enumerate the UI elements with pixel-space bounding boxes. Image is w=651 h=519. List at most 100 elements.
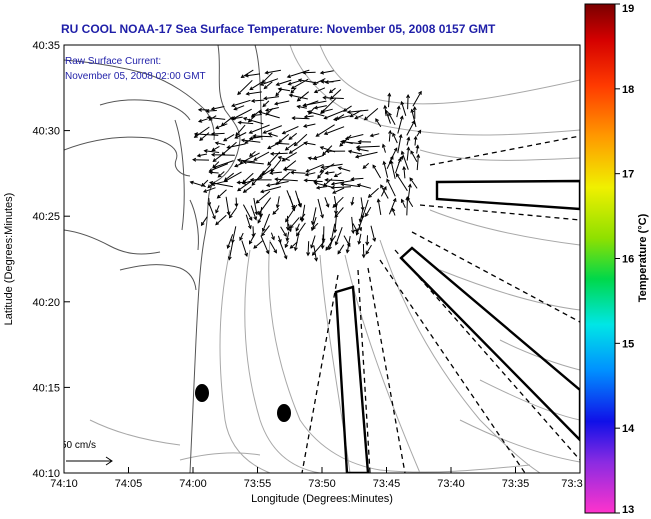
current-vector	[291, 171, 306, 174]
current-vector	[208, 197, 210, 206]
current-vector	[261, 225, 270, 236]
current-vector-head	[333, 173, 338, 177]
current-vector	[397, 116, 403, 134]
current-vector	[296, 222, 306, 236]
current-vector	[410, 150, 418, 163]
current-vector-head	[382, 160, 387, 165]
current-vector-head	[288, 93, 293, 98]
current-vector-head	[413, 135, 418, 140]
current-vector	[409, 177, 418, 189]
current-vector-head	[287, 81, 292, 86]
current-vector-head	[283, 232, 287, 237]
current-vector-head	[344, 136, 350, 141]
current-vector	[388, 130, 391, 142]
current-vector-head	[392, 197, 397, 202]
current-vector	[260, 78, 279, 86]
current-vector-head	[303, 141, 308, 146]
current-vector-head	[267, 132, 272, 137]
current-vector-head	[396, 105, 401, 110]
current-vector-head	[251, 181, 256, 186]
current-vector-head	[306, 252, 311, 257]
current-vector-head	[313, 105, 318, 110]
current-vector	[253, 135, 273, 138]
current-vector-head	[269, 170, 274, 175]
current-vector-head	[205, 108, 210, 113]
current-vector-head	[346, 243, 351, 248]
current-vector-head	[332, 190, 337, 194]
current-vector	[312, 222, 319, 230]
current-vector	[347, 109, 369, 113]
current-vector-head	[313, 181, 318, 186]
current-vector	[345, 134, 364, 140]
current-vector	[305, 172, 316, 176]
current-vector	[249, 136, 263, 140]
current-vector	[249, 232, 256, 244]
current-vector	[284, 240, 289, 248]
current-vector-head	[296, 97, 301, 102]
current-vector	[275, 88, 283, 97]
current-vector	[388, 198, 397, 215]
current-vector	[229, 207, 238, 218]
current-vector-head	[313, 89, 318, 94]
current-vector	[290, 217, 300, 229]
current-vector	[289, 195, 295, 211]
current-vector-head	[271, 236, 275, 241]
current-vector	[333, 115, 350, 121]
current-vector	[287, 223, 292, 232]
current-vector	[288, 132, 298, 140]
current-vector-head	[311, 251, 316, 256]
current-vector	[416, 130, 422, 137]
current-vector-head	[217, 173, 222, 178]
current-vector-head	[380, 184, 384, 189]
current-vector-head	[212, 164, 217, 169]
current-vector-head	[241, 180, 247, 185]
current-vector	[382, 144, 386, 153]
current-vector-head	[227, 256, 232, 261]
colorbar-tick-label: 13	[622, 504, 634, 516]
current-vector-head	[310, 244, 314, 249]
current-vector	[215, 123, 228, 129]
current-vector	[321, 163, 343, 168]
current-vector-head	[215, 125, 220, 130]
current-vector-head	[350, 177, 355, 182]
current-vector	[231, 99, 251, 107]
current-vector	[380, 184, 389, 199]
current-vector-head	[206, 115, 211, 120]
current-vector-head	[372, 237, 377, 243]
current-vector-head	[252, 134, 257, 139]
current-vector-head	[354, 115, 359, 120]
current-vector	[401, 151, 409, 170]
current-vector	[253, 197, 258, 215]
current-vector-head	[291, 116, 296, 121]
colorbar-tick-label: 18	[622, 84, 634, 96]
current-vector-head	[257, 219, 262, 224]
current-vector-head	[288, 150, 293, 154]
current-vector-head	[325, 203, 330, 208]
current-vector	[287, 215, 289, 230]
current-vector	[278, 134, 290, 143]
current-vector	[330, 223, 336, 241]
current-vector-head	[350, 201, 355, 206]
current-vector	[228, 241, 234, 260]
current-vector	[406, 197, 408, 216]
current-vector-head	[244, 140, 249, 144]
current-vector	[341, 183, 360, 188]
current-vector	[217, 171, 225, 178]
current-vector	[303, 123, 316, 127]
current-vector	[231, 226, 237, 243]
current-vector-head	[417, 129, 422, 134]
current-vector	[307, 241, 310, 256]
current-vector	[295, 223, 300, 232]
x-axis-label: Longitude (Degrees:Minutes)	[251, 493, 393, 505]
current-vector	[343, 105, 352, 112]
current-vector-head	[211, 147, 216, 152]
x-tick-label: 74:10	[50, 478, 78, 490]
current-vector	[280, 226, 287, 237]
current-vector	[365, 206, 372, 217]
y-tick-label: 40:35	[32, 40, 60, 52]
current-vector-head	[325, 149, 330, 154]
current-vector-head	[381, 143, 386, 148]
current-vector	[292, 117, 310, 120]
current-vector	[297, 91, 310, 102]
current-vector	[262, 72, 273, 84]
